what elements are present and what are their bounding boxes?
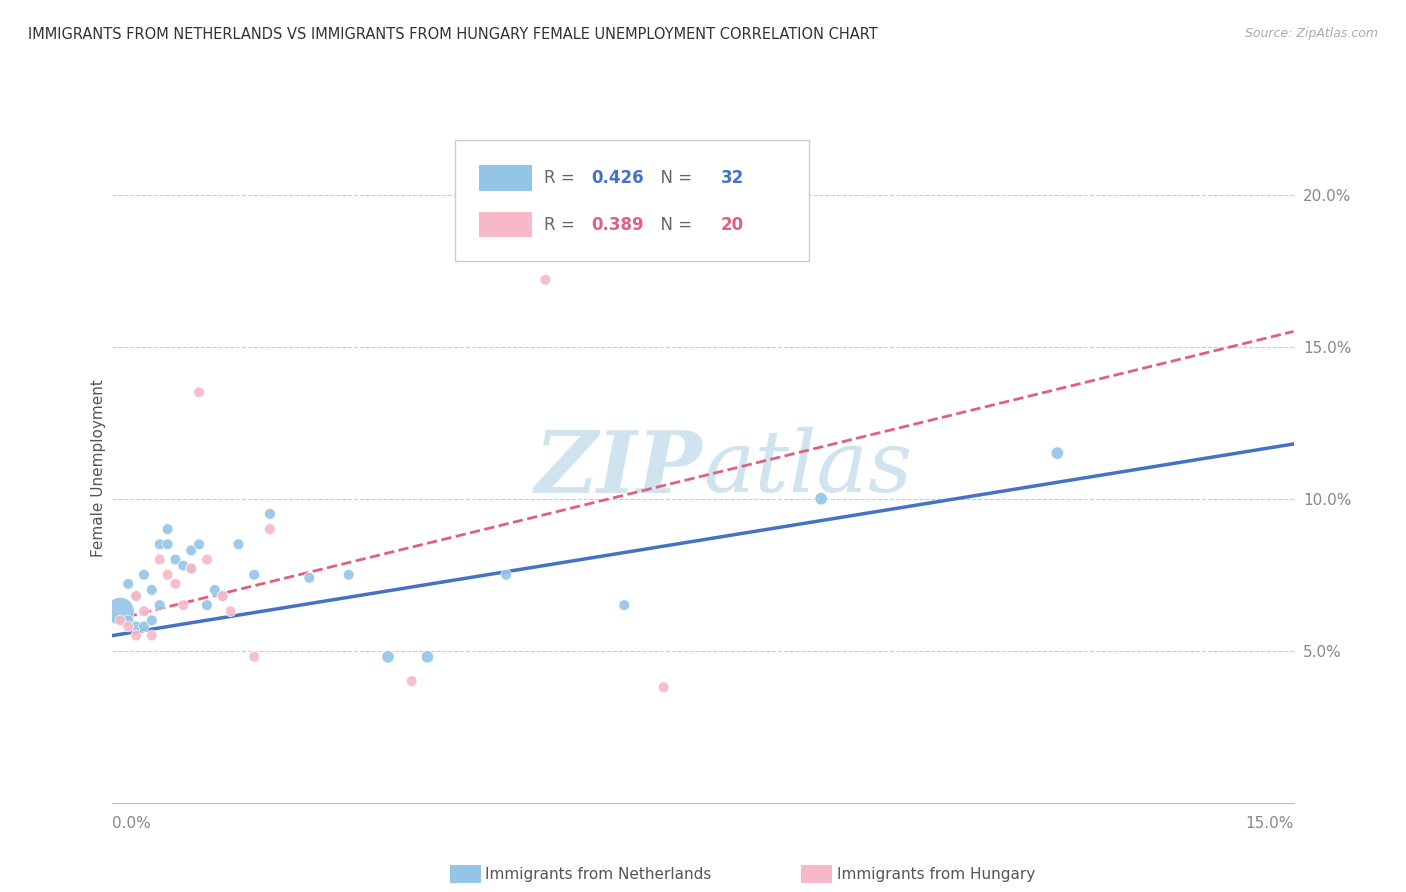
Text: Immigrants from Netherlands: Immigrants from Netherlands <box>485 867 711 881</box>
Point <box>180 562 202 576</box>
Point <box>165 552 187 566</box>
Point <box>132 604 155 618</box>
Point <box>416 649 439 664</box>
FancyBboxPatch shape <box>456 141 810 261</box>
Point <box>228 537 250 551</box>
Text: 0.0%: 0.0% <box>112 816 152 831</box>
Point <box>110 604 132 618</box>
Point <box>156 522 179 536</box>
Text: R =: R = <box>544 216 579 234</box>
Point <box>195 598 218 612</box>
Point <box>180 543 202 558</box>
Point <box>613 598 636 612</box>
Point <box>337 567 360 582</box>
Text: IMMIGRANTS FROM NETHERLANDS VS IMMIGRANTS FROM HUNGARY FEMALE UNEMPLOYMENT CORRE: IMMIGRANTS FROM NETHERLANDS VS IMMIGRANT… <box>28 27 877 42</box>
Text: 15.0%: 15.0% <box>1246 816 1294 831</box>
Point <box>652 680 675 694</box>
Point <box>125 589 148 603</box>
Point <box>204 582 226 597</box>
Point <box>172 598 194 612</box>
Point <box>156 567 179 582</box>
Point <box>117 577 139 591</box>
Point <box>117 613 139 627</box>
Point <box>132 619 155 633</box>
Text: R =: R = <box>544 169 579 187</box>
Text: 0.426: 0.426 <box>591 169 644 187</box>
Point <box>149 537 172 551</box>
Point <box>259 522 281 536</box>
Text: ZIP: ZIP <box>536 426 703 510</box>
Point <box>298 571 321 585</box>
Point <box>141 582 163 597</box>
Text: 0.389: 0.389 <box>591 216 644 234</box>
Point <box>180 562 202 576</box>
Point <box>810 491 832 506</box>
Point <box>110 613 132 627</box>
Point <box>211 589 233 603</box>
Point <box>125 619 148 633</box>
Text: Source: ZipAtlas.com: Source: ZipAtlas.com <box>1244 27 1378 40</box>
Point <box>401 674 423 689</box>
Point <box>1046 446 1069 460</box>
Point <box>534 273 557 287</box>
Point <box>172 558 194 573</box>
Text: Immigrants from Hungary: Immigrants from Hungary <box>837 867 1035 881</box>
Point <box>219 604 242 618</box>
Point <box>211 589 233 603</box>
Point <box>156 537 179 551</box>
Text: 32: 32 <box>721 169 744 187</box>
Bar <box>478 165 531 191</box>
Point <box>141 628 163 642</box>
Text: 20: 20 <box>721 216 744 234</box>
Point <box>117 619 139 633</box>
Point <box>141 613 163 627</box>
Text: N =: N = <box>650 216 697 234</box>
Point <box>165 577 187 591</box>
Point <box>243 567 266 582</box>
Point <box>149 552 172 566</box>
Point <box>188 537 211 551</box>
Point <box>125 589 148 603</box>
Point <box>377 649 399 664</box>
Bar <box>478 212 531 237</box>
Point <box>495 567 517 582</box>
Y-axis label: Female Unemployment: Female Unemployment <box>91 379 105 558</box>
Point <box>125 628 148 642</box>
Point <box>132 567 155 582</box>
Point <box>195 552 218 566</box>
Point <box>188 385 211 400</box>
Point <box>243 649 266 664</box>
Text: N =: N = <box>650 169 697 187</box>
Point <box>259 507 281 521</box>
Text: atlas: atlas <box>703 427 912 509</box>
Point <box>149 598 172 612</box>
